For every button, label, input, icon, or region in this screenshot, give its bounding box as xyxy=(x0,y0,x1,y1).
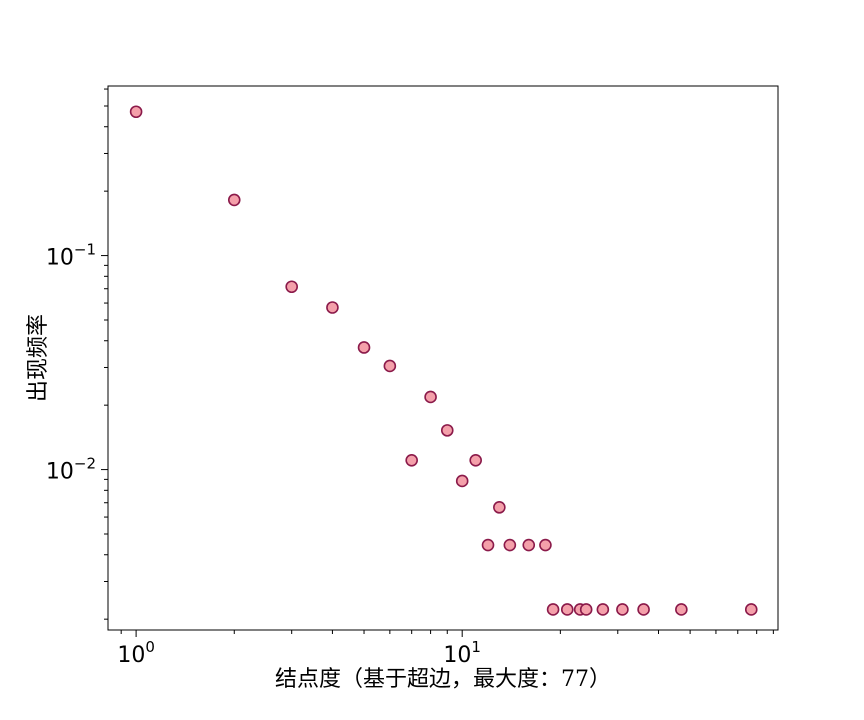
data-points xyxy=(129,105,758,616)
data-point xyxy=(405,454,418,467)
data-point xyxy=(357,341,371,354)
y-axis-label: 出现频率 xyxy=(26,314,51,402)
data-point xyxy=(616,603,629,616)
data-point xyxy=(503,538,517,552)
data-point xyxy=(227,193,241,207)
data-point xyxy=(539,538,552,552)
data-point xyxy=(675,603,688,616)
data-point xyxy=(455,474,469,488)
data-point xyxy=(129,105,143,119)
major-ticks: 100 101 10−1 10−2 xyxy=(46,241,481,668)
y-tick-label: 10−2 xyxy=(46,455,96,485)
data-point xyxy=(285,280,298,294)
minor-ticks xyxy=(104,88,774,634)
data-point xyxy=(579,603,593,616)
data-point xyxy=(469,454,482,467)
data-point xyxy=(424,390,437,404)
data-point xyxy=(481,538,495,552)
data-point xyxy=(560,603,574,616)
y-tick-label: 10−1 xyxy=(46,241,96,271)
x-tick-label: 100 xyxy=(117,638,155,668)
data-point xyxy=(596,603,610,616)
data-point xyxy=(326,301,339,314)
data-point xyxy=(637,603,650,616)
data-point xyxy=(383,359,397,373)
x-axis-label: 结点度（基于超边，最大度：77） xyxy=(275,667,611,692)
data-point xyxy=(744,603,758,616)
data-point xyxy=(440,424,454,437)
data-point xyxy=(493,501,506,514)
data-point xyxy=(522,538,536,552)
x-tick-label: 101 xyxy=(443,638,481,668)
data-point xyxy=(546,603,560,616)
plot-area-border xyxy=(107,85,779,631)
